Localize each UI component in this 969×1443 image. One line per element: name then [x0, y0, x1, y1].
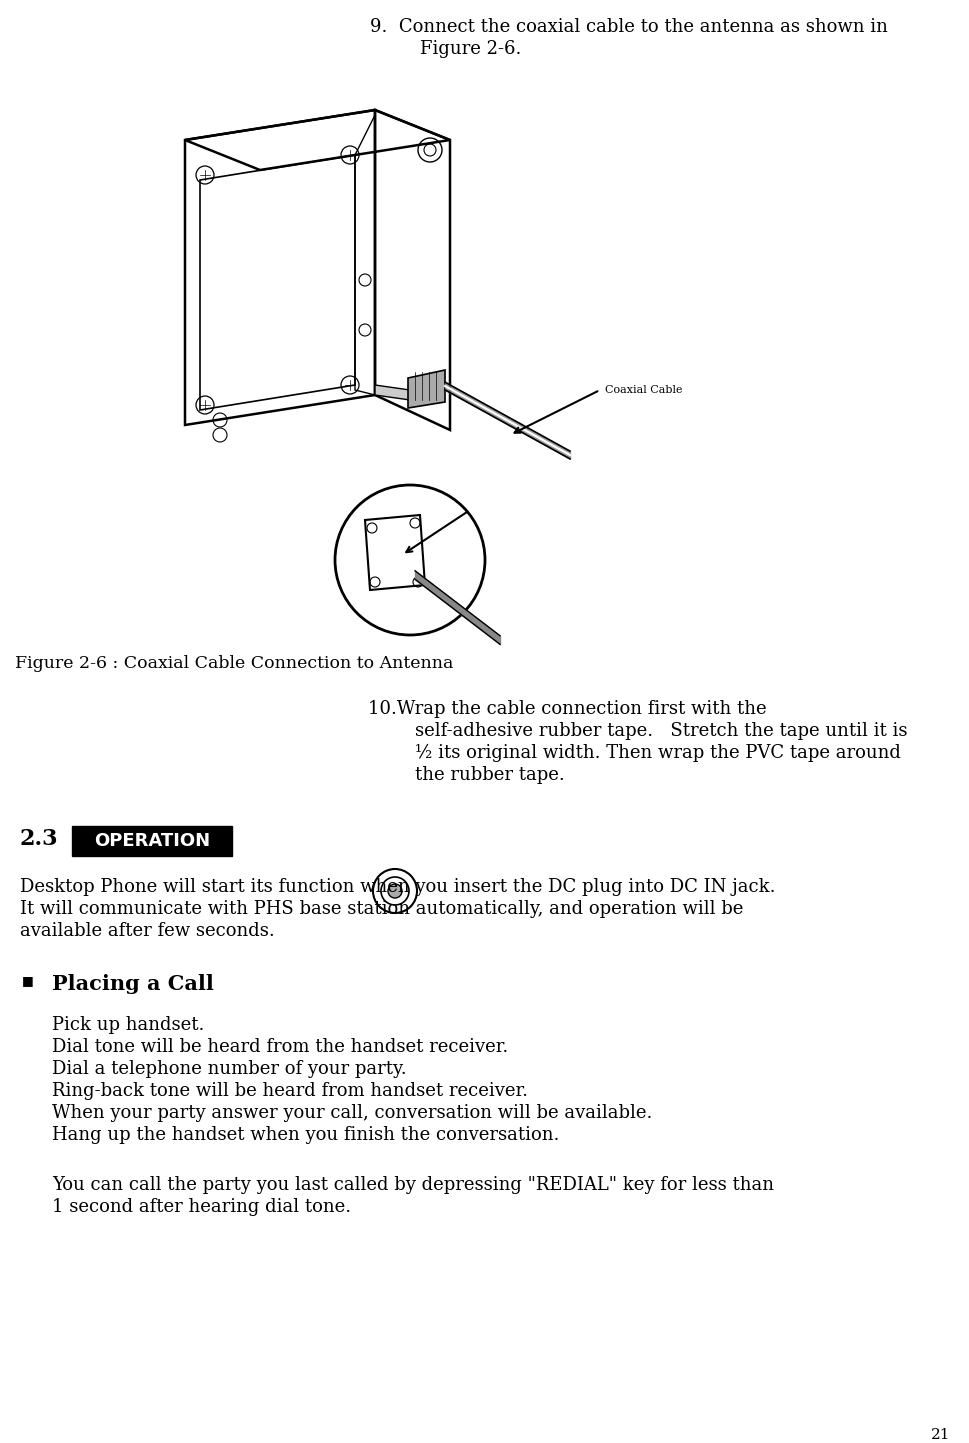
Text: ■: ■: [22, 974, 34, 987]
Text: Dial a telephone number of your party.: Dial a telephone number of your party.: [52, 1061, 406, 1078]
Circle shape: [388, 885, 401, 898]
Text: You can call the party you last called by depressing "REDIAL" key for less than: You can call the party you last called b…: [52, 1176, 773, 1193]
Circle shape: [334, 485, 484, 635]
Text: It will communicate with PHS base station automatically, and operation will be: It will communicate with PHS base statio…: [20, 900, 742, 918]
Polygon shape: [408, 369, 445, 408]
Text: Figure 2-6.: Figure 2-6.: [420, 40, 521, 58]
Text: Desktop Phone will start its function when you insert the DC plug into DC IN jac: Desktop Phone will start its function wh…: [20, 877, 774, 896]
Text: 9.  Connect the coaxial cable to the antenna as shown in: 9. Connect the coaxial cable to the ante…: [369, 17, 887, 36]
Text: When your party answer your call, conversation will be available.: When your party answer your call, conver…: [52, 1104, 652, 1123]
Text: Pick up handset.: Pick up handset.: [52, 1016, 204, 1035]
Polygon shape: [375, 385, 410, 400]
Text: Figure 2-6 : Coaxial Cable Connection to Antenna: Figure 2-6 : Coaxial Cable Connection to…: [15, 655, 453, 672]
Text: ½ its original width. Then wrap the PVC tape around: ½ its original width. Then wrap the PVC …: [415, 745, 900, 762]
Bar: [72, 825, 232, 856]
Text: 10.Wrap the cable connection first with the: 10.Wrap the cable connection first with …: [367, 700, 766, 719]
Text: Ring-back tone will be heard from handset receiver.: Ring-back tone will be heard from handse…: [52, 1082, 527, 1100]
Text: Coaxial Cable: Coaxial Cable: [605, 385, 682, 395]
Text: Dial tone will be heard from the handset receiver.: Dial tone will be heard from the handset…: [52, 1038, 508, 1056]
Text: 1 second after hearing dial tone.: 1 second after hearing dial tone.: [52, 1198, 351, 1216]
Text: Hang up the handset when you finish the conversation.: Hang up the handset when you finish the …: [52, 1126, 559, 1144]
Text: 2.3: 2.3: [20, 828, 58, 850]
Text: available after few seconds.: available after few seconds.: [20, 922, 274, 939]
Text: self-adhesive rubber tape.   Stretch the tape until it is: self-adhesive rubber tape. Stretch the t…: [415, 722, 907, 740]
Text: Placing a Call: Placing a Call: [52, 974, 213, 994]
Text: OPERATION: OPERATION: [94, 833, 210, 850]
Text: the rubber tape.: the rubber tape.: [415, 766, 564, 784]
Text: 21: 21: [929, 1429, 949, 1442]
